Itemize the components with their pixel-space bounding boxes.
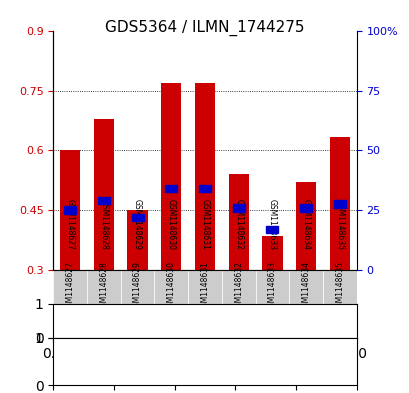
FancyBboxPatch shape bbox=[221, 270, 255, 303]
Bar bbox=[131, 214, 143, 222]
Bar bbox=[266, 226, 278, 233]
FancyBboxPatch shape bbox=[255, 270, 289, 303]
Text: GSM1148628: GSM1148628 bbox=[99, 261, 108, 312]
Bar bbox=[161, 83, 181, 270]
Text: GSM1148629: GSM1148629 bbox=[133, 261, 142, 312]
Text: GSM1148630: GSM1148630 bbox=[166, 261, 175, 312]
Text: GSM1148635: GSM1148635 bbox=[335, 199, 344, 250]
Text: GSM1148630: GSM1148630 bbox=[166, 199, 175, 250]
Text: GDS5364 / ILMN_1744275: GDS5364 / ILMN_1744275 bbox=[105, 20, 304, 36]
FancyBboxPatch shape bbox=[87, 270, 120, 303]
Bar bbox=[232, 204, 244, 211]
Bar bbox=[64, 206, 76, 213]
Bar bbox=[98, 196, 110, 204]
FancyBboxPatch shape bbox=[289, 270, 322, 303]
Bar bbox=[329, 137, 349, 270]
Bar bbox=[262, 236, 282, 270]
Text: GSM1148634: GSM1148634 bbox=[301, 199, 310, 250]
Bar bbox=[60, 151, 80, 270]
Bar bbox=[127, 210, 147, 270]
Text: GSM1148634: GSM1148634 bbox=[301, 261, 310, 312]
Text: GSM1148627: GSM1148627 bbox=[65, 199, 74, 250]
Text: GSM1148635: GSM1148635 bbox=[335, 261, 344, 312]
FancyBboxPatch shape bbox=[53, 270, 87, 303]
FancyBboxPatch shape bbox=[322, 270, 356, 303]
Text: GSM1148629: GSM1148629 bbox=[133, 199, 142, 250]
Bar bbox=[333, 200, 345, 208]
Bar bbox=[94, 119, 114, 270]
Text: GSM1148632: GSM1148632 bbox=[234, 261, 243, 312]
FancyBboxPatch shape bbox=[154, 270, 188, 303]
Bar bbox=[194, 83, 215, 270]
FancyBboxPatch shape bbox=[120, 270, 154, 303]
Text: GSM1148633: GSM1148633 bbox=[267, 261, 276, 312]
Text: GSM1148631: GSM1148631 bbox=[200, 261, 209, 312]
Text: GSM1148633: GSM1148633 bbox=[267, 199, 276, 250]
Bar bbox=[299, 204, 311, 211]
Text: GSM1148628: GSM1148628 bbox=[99, 199, 108, 250]
Text: GSM1148631: GSM1148631 bbox=[200, 199, 209, 250]
Text: GSM1148632: GSM1148632 bbox=[234, 199, 243, 250]
Bar bbox=[165, 185, 177, 192]
Bar bbox=[198, 185, 211, 192]
Bar bbox=[295, 182, 315, 270]
Text: GSM1148627: GSM1148627 bbox=[65, 261, 74, 312]
Bar bbox=[228, 174, 248, 270]
FancyBboxPatch shape bbox=[188, 270, 221, 303]
